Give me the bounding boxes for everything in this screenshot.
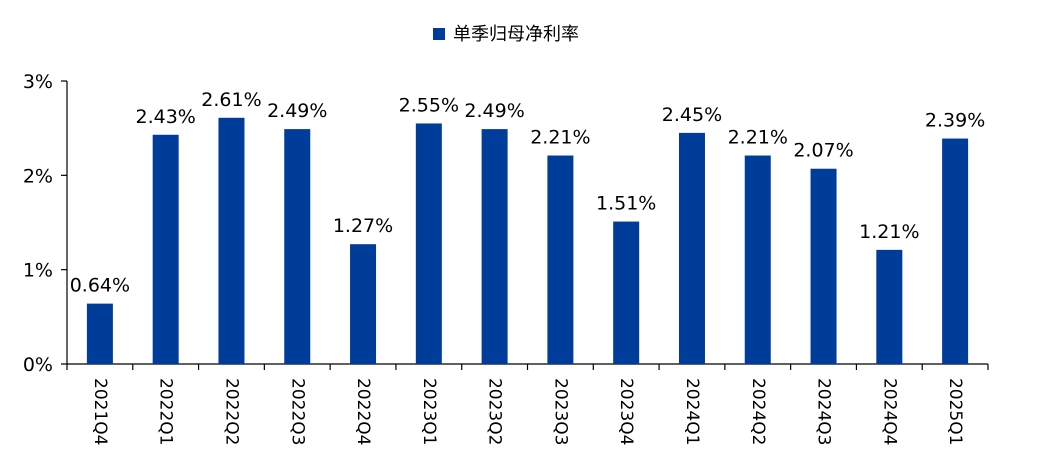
data-label-2022Q4: 1.27%: [333, 215, 393, 237]
x-tick-label: 2024Q2: [748, 378, 768, 445]
bars: [86, 117, 969, 364]
bar-2022Q4: [350, 244, 377, 364]
y-tick-label: 0%: [23, 354, 53, 376]
bar-2024Q4: [876, 249, 903, 364]
x-tick-label: 2024Q3: [814, 378, 834, 445]
x-tick-label: 2023Q1: [419, 378, 439, 445]
data-labels: 0.64%2.43%2.61%2.49%1.27%2.55% 2.49%2.21%…: [70, 89, 986, 297]
x-tick-label: 2023Q3: [550, 378, 570, 445]
data-label-2024Q2: 2.21%: [728, 127, 788, 149]
x-tick-label: 2022Q2: [221, 378, 241, 445]
x-tick-label: 2023Q4: [616, 378, 636, 445]
bar-2022Q1: [152, 134, 179, 364]
bar-2024Q1: [678, 132, 705, 364]
y-tick-label: 3%: [23, 71, 53, 93]
bar-2023Q1: [415, 123, 442, 364]
data-label-2025Q1: 2.39%: [925, 110, 985, 132]
bar-2022Q3: [284, 129, 311, 364]
data-label-2023Q2: 2.49%: [464, 100, 524, 122]
x-tick-label: 2024Q4: [879, 378, 899, 445]
bar-2022Q2: [218, 117, 245, 364]
bar-2024Q3: [810, 168, 837, 364]
x-tick-label: 2022Q1: [156, 378, 176, 445]
bar-2023Q4: [613, 221, 640, 364]
y-axis: 0% 1% 2% 3%: [23, 71, 68, 376]
bar-2023Q3: [547, 155, 574, 364]
x-tick-label: 2024Q1: [682, 378, 702, 445]
x-axis: 2021Q4 2022Q1 2022Q2 2022Q3 2022Q4 2023Q1 2023…: [66, 363, 989, 445]
y-tick-label: 1%: [23, 260, 53, 282]
data-label-2022Q3: 2.49%: [267, 100, 327, 122]
data-label-2024Q1: 2.45%: [662, 104, 722, 126]
legend-label: 单季归母净利率: [453, 24, 579, 45]
bar-2023Q2: [481, 129, 508, 364]
bar-2024Q2: [744, 155, 771, 364]
x-tick-label: 2025Q1: [945, 378, 965, 445]
data-label-2024Q3: 2.07%: [793, 140, 853, 162]
data-label-2023Q3: 2.21%: [530, 127, 590, 149]
data-label-2022Q1: 2.43%: [135, 106, 195, 128]
legend-swatch: [433, 28, 445, 40]
x-tick-label: 2022Q4: [353, 378, 373, 445]
data-label-2021Q4: 0.64%: [70, 275, 130, 297]
data-label-2022Q2: 2.61%: [201, 89, 261, 111]
legend: 单季归母净利率: [433, 24, 579, 45]
bar-2025Q1: [942, 138, 969, 364]
data-label-2023Q4: 1.51%: [596, 193, 656, 215]
data-label-2024Q4: 1.21%: [859, 221, 919, 243]
bar-2021Q4: [86, 303, 113, 364]
x-tick-label: 2021Q4: [90, 378, 110, 445]
x-tick-label: 2022Q3: [287, 378, 307, 445]
y-tick-label: 2%: [23, 165, 53, 187]
x-tick-label: 2023Q2: [485, 378, 505, 445]
data-label-2023Q1: 2.55%: [399, 94, 459, 116]
